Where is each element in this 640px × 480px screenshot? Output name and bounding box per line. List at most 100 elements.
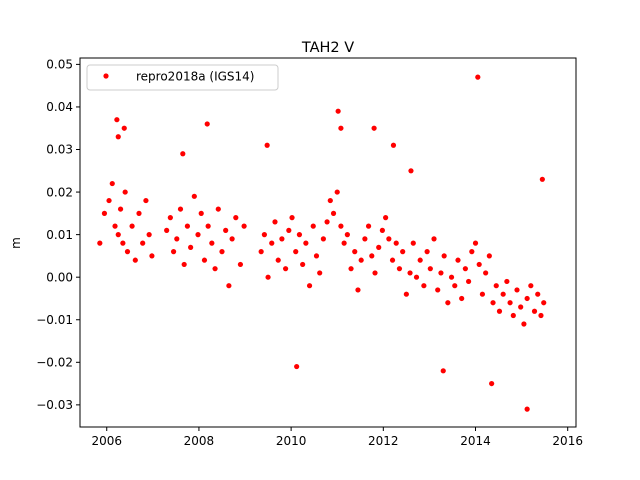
y-axis-label: m: [9, 237, 23, 249]
plot-frame: [79, 57, 577, 428]
y-tick-label: −0.02: [36, 356, 73, 370]
data-point: [424, 249, 430, 255]
data-point: [265, 274, 271, 280]
x-tick-label: 2012: [368, 434, 399, 448]
data-point: [489, 380, 495, 387]
data-point: [421, 283, 427, 289]
data-point: [459, 295, 465, 302]
data-point: [369, 253, 375, 259]
data-point: [310, 223, 316, 229]
x-tick-label: 2008: [184, 434, 215, 448]
data-point: [313, 253, 320, 259]
data-point: [462, 266, 468, 272]
data-point: [431, 236, 437, 242]
data-point: [115, 134, 121, 140]
data-point: [524, 295, 530, 302]
data-point: [114, 117, 120, 123]
data-point: [435, 287, 441, 293]
x-tick-label: 2010: [276, 434, 307, 448]
data-point: [174, 236, 180, 242]
data-point: [293, 249, 299, 255]
data-point: [445, 300, 451, 306]
data-point: [400, 249, 406, 255]
data-point: [535, 291, 541, 297]
data-point: [112, 223, 118, 229]
data-point: [226, 283, 232, 289]
data-point: [97, 240, 103, 246]
data-point: [205, 223, 211, 229]
data-point: [358, 257, 364, 263]
y-tick-label: 0.00: [46, 270, 73, 284]
data-point: [440, 368, 446, 374]
data-point: [496, 308, 503, 314]
data-point: [510, 312, 516, 319]
data-points: [97, 74, 547, 412]
legend-marker: [103, 73, 109, 79]
data-point: [469, 249, 475, 255]
data-point: [518, 304, 524, 310]
data-point: [417, 257, 423, 263]
data-point: [320, 236, 326, 242]
data-point: [531, 308, 538, 314]
data-point: [483, 270, 489, 276]
data-point: [164, 227, 170, 233]
data-point: [379, 227, 385, 233]
data-point: [275, 257, 281, 263]
data-point: [335, 108, 341, 114]
data-point: [272, 219, 278, 225]
data-point: [348, 266, 354, 272]
data-point: [365, 223, 372, 229]
data-point: [184, 223, 191, 229]
data-point: [493, 283, 499, 289]
data-point: [389, 257, 396, 263]
legend: repro2018a (IGS14): [86, 64, 279, 91]
data-point: [371, 125, 377, 131]
data-point: [300, 261, 306, 268]
data-point: [479, 291, 486, 297]
data-point: [136, 210, 142, 216]
data-point: [303, 240, 309, 246]
data-point: [393, 240, 399, 246]
data-point: [486, 253, 492, 259]
data-point: [167, 215, 173, 221]
data-point: [177, 206, 184, 212]
x-tick-label: 2016: [552, 434, 583, 448]
data-point: [338, 125, 344, 131]
data-point: [124, 249, 131, 255]
data-point: [215, 206, 221, 212]
data-point: [306, 283, 313, 289]
data-point: [362, 236, 368, 242]
data-point: [334, 189, 340, 195]
data-point: [465, 278, 472, 285]
legend-box: [86, 64, 279, 91]
data-point: [219, 249, 225, 255]
data-point: [452, 283, 458, 289]
data-point: [191, 193, 197, 199]
x-tick-label: 2014: [460, 434, 491, 448]
data-point: [106, 197, 112, 204]
data-point: [341, 240, 347, 246]
data-point: [355, 287, 361, 293]
data-point: [261, 232, 267, 238]
data-point: [441, 253, 447, 259]
data-point: [109, 180, 115, 187]
data-point: [410, 240, 416, 246]
data-point: [279, 236, 285, 242]
data-point: [140, 240, 146, 246]
data-point: [408, 168, 414, 174]
data-point: [117, 206, 124, 212]
data-point: [241, 223, 247, 229]
data-point: [390, 142, 397, 148]
data-point: [476, 261, 482, 268]
data-point: [180, 151, 186, 157]
data-point: [500, 291, 506, 297]
data-point: [521, 321, 527, 327]
data-point: [223, 227, 229, 233]
data-point: [212, 266, 218, 272]
data-point: [352, 249, 358, 255]
data-point: [372, 270, 378, 276]
data-point: [507, 300, 513, 306]
data-point: [538, 312, 544, 319]
y-tick-label: −0.01: [36, 313, 73, 327]
